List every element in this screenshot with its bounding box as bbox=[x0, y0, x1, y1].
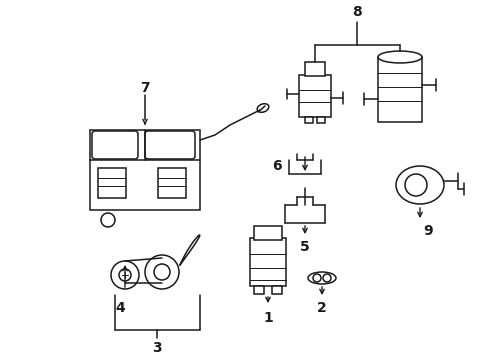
Text: 2: 2 bbox=[317, 301, 326, 315]
Circle shape bbox=[312, 274, 320, 282]
Text: 3: 3 bbox=[152, 341, 162, 355]
Ellipse shape bbox=[307, 272, 335, 284]
FancyBboxPatch shape bbox=[145, 131, 195, 159]
Circle shape bbox=[145, 255, 179, 289]
Text: 6: 6 bbox=[272, 159, 281, 173]
Ellipse shape bbox=[395, 166, 443, 204]
Bar bbox=[316, 117, 325, 123]
Bar bbox=[90, 130, 200, 210]
Bar bbox=[305, 117, 312, 123]
Text: 5: 5 bbox=[300, 240, 309, 254]
Bar bbox=[98, 168, 126, 198]
Circle shape bbox=[101, 213, 115, 227]
Circle shape bbox=[111, 261, 139, 289]
Text: 7: 7 bbox=[140, 81, 149, 95]
Text: 1: 1 bbox=[263, 311, 272, 325]
Ellipse shape bbox=[404, 174, 426, 196]
Ellipse shape bbox=[377, 51, 421, 63]
Circle shape bbox=[154, 264, 170, 280]
Bar bbox=[377, 57, 421, 122]
FancyBboxPatch shape bbox=[92, 131, 138, 159]
Text: 4: 4 bbox=[115, 301, 124, 315]
Circle shape bbox=[119, 269, 131, 281]
Bar bbox=[253, 286, 264, 294]
Bar bbox=[298, 75, 330, 117]
Text: 8: 8 bbox=[351, 5, 361, 19]
Bar bbox=[253, 226, 282, 240]
Text: 9: 9 bbox=[422, 224, 432, 238]
Ellipse shape bbox=[257, 104, 268, 112]
Bar bbox=[305, 62, 325, 76]
Circle shape bbox=[323, 274, 330, 282]
Bar bbox=[271, 286, 282, 294]
Bar bbox=[158, 168, 185, 198]
Bar bbox=[249, 238, 285, 286]
